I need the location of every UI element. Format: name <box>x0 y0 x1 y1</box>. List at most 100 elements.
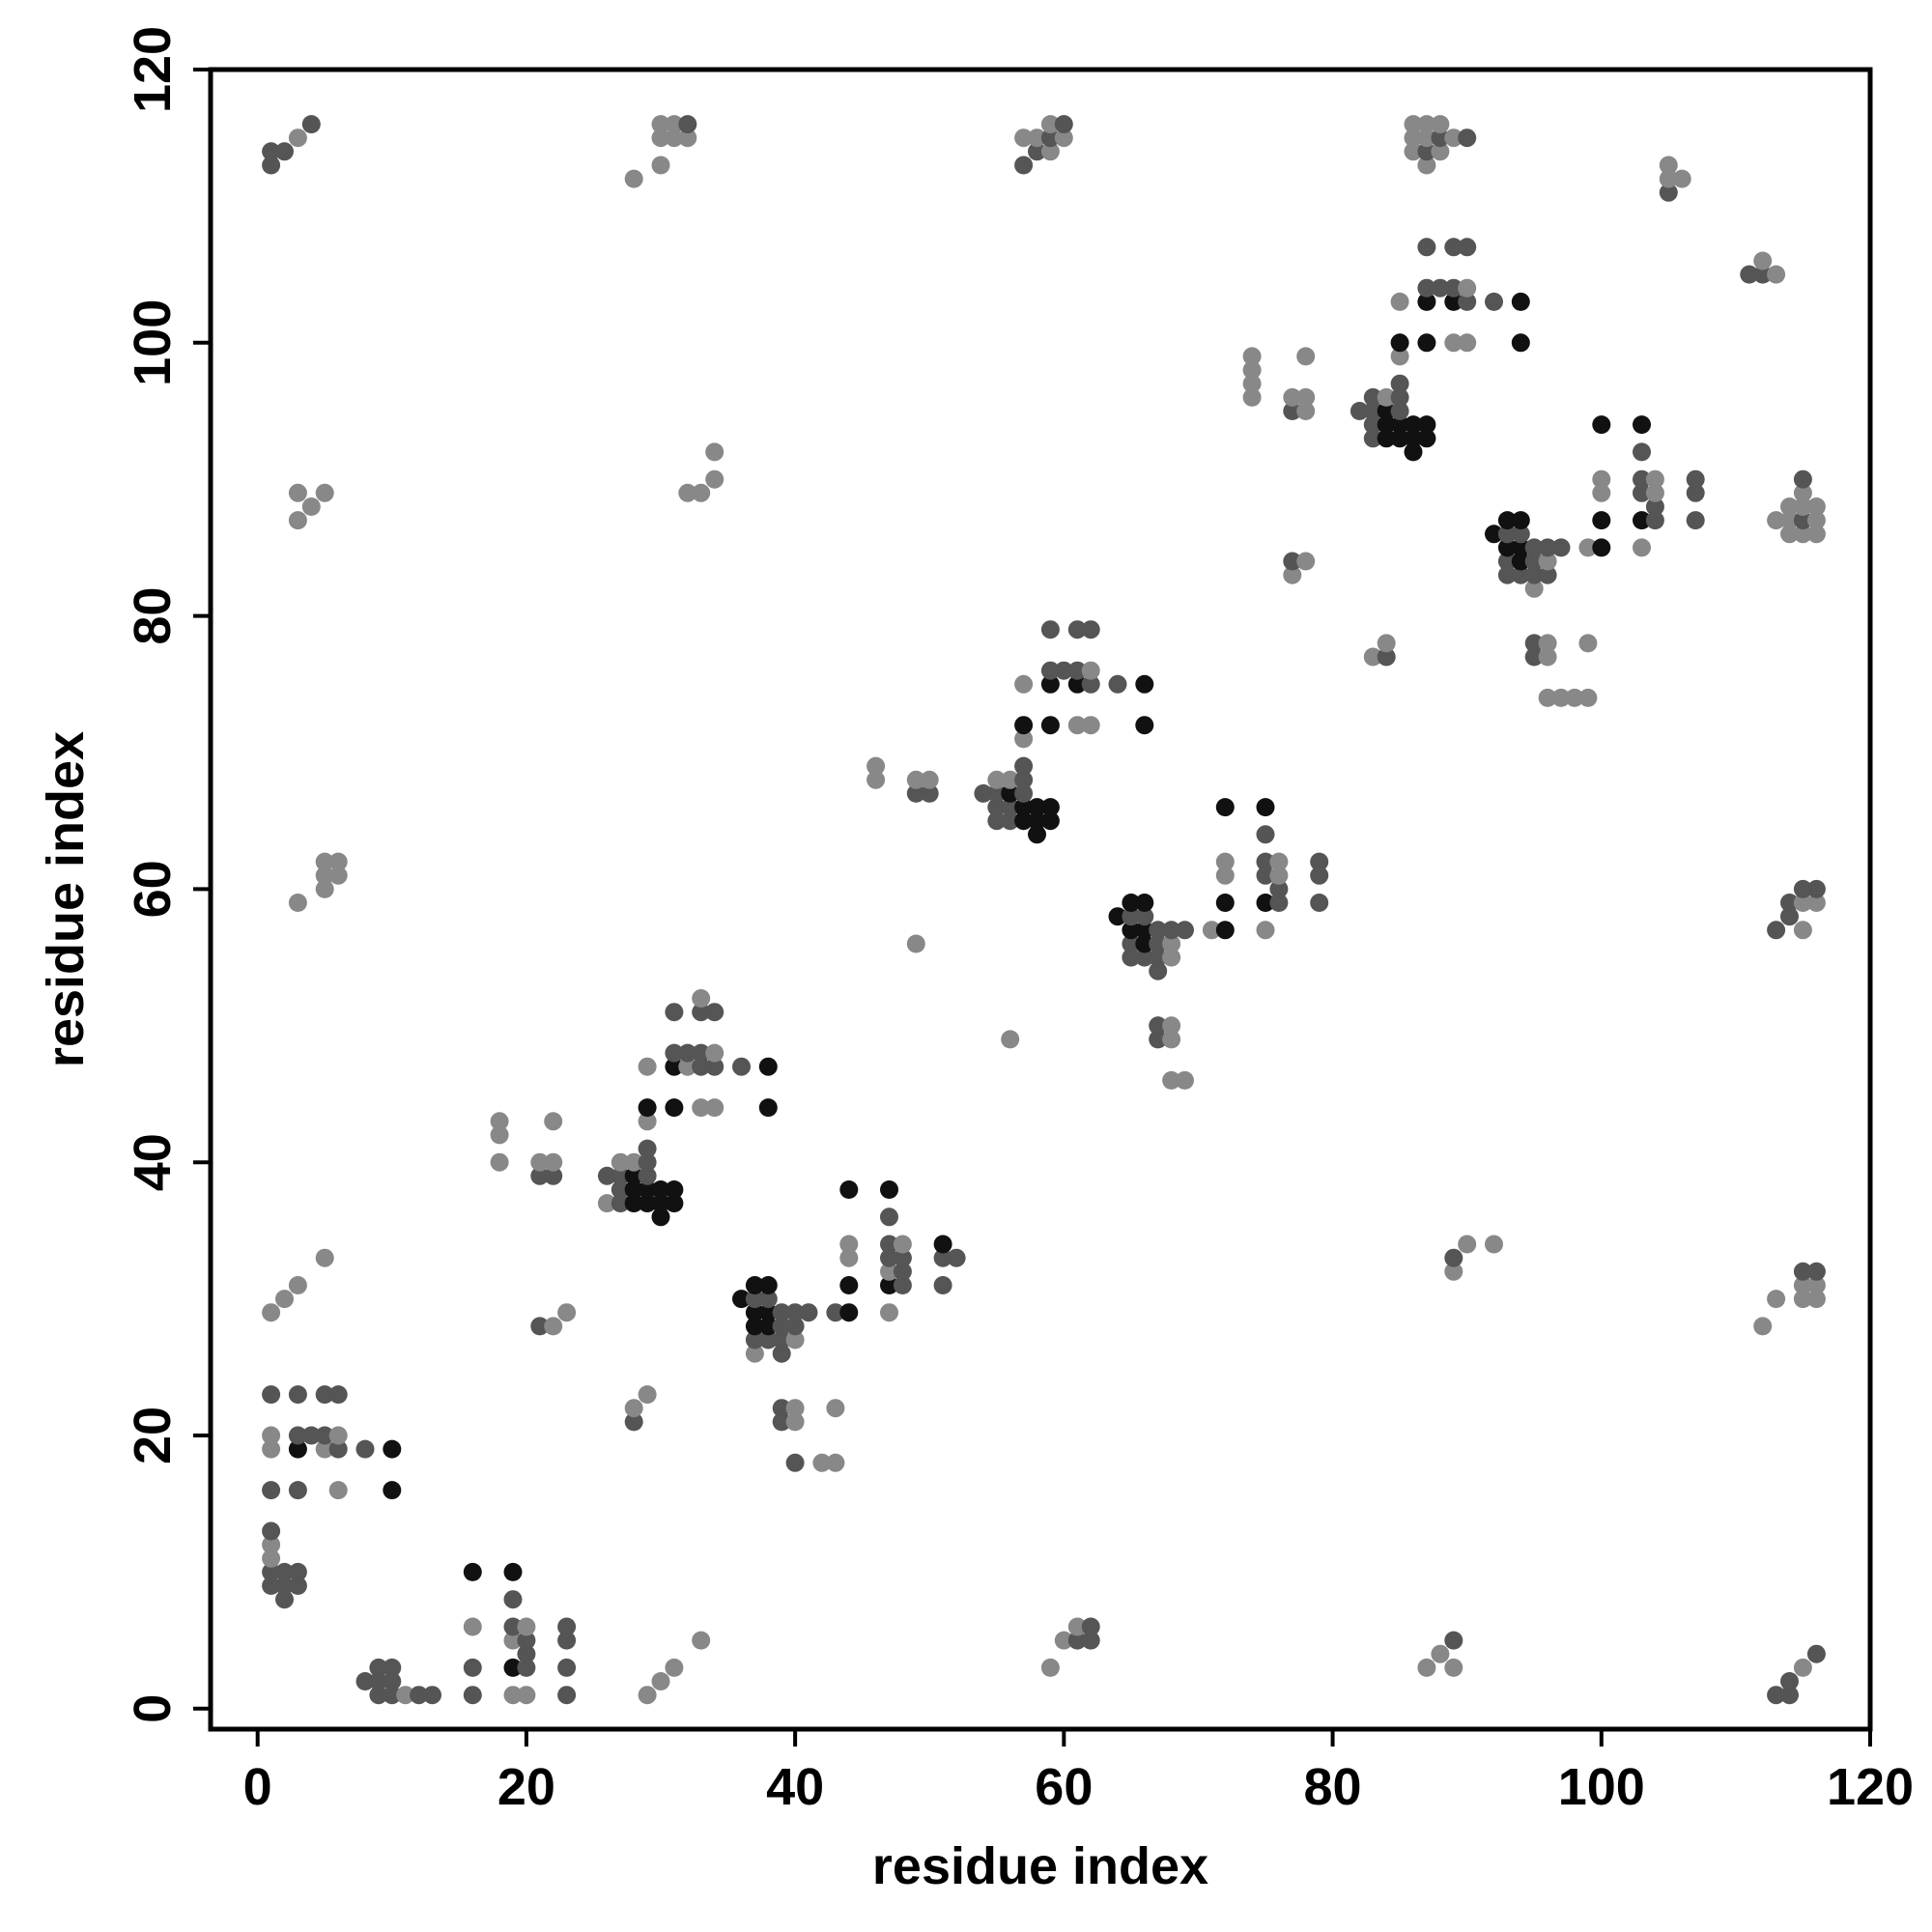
data-point <box>1806 525 1826 544</box>
data-point <box>1417 429 1436 448</box>
data-point <box>1067 661 1087 680</box>
data-point <box>678 128 697 148</box>
data-point <box>665 1194 684 1213</box>
data-point <box>1793 1658 1812 1677</box>
data-point <box>1444 128 1463 148</box>
data-point <box>517 1658 536 1677</box>
data-point <box>275 1562 294 1581</box>
data-point <box>1256 894 1275 912</box>
data-point <box>933 1248 952 1267</box>
data-point <box>1793 497 1812 516</box>
data-point <box>1767 1290 1786 1309</box>
data-point <box>1176 921 1194 940</box>
data-point <box>1040 811 1060 831</box>
data-point <box>597 1194 616 1213</box>
data-point <box>880 1248 898 1267</box>
data-point <box>1767 265 1786 284</box>
data-point <box>557 1658 577 1677</box>
data-point <box>557 1631 577 1650</box>
data-point <box>1390 333 1409 353</box>
data-point <box>678 1057 697 1076</box>
data-point <box>678 483 697 502</box>
data-point <box>893 1248 912 1267</box>
data-point <box>1417 1658 1436 1677</box>
data-point <box>638 1194 657 1213</box>
data-point <box>1767 511 1786 530</box>
data-point <box>1686 511 1705 530</box>
data-point <box>544 1317 563 1336</box>
data-point <box>288 1577 307 1595</box>
data-point <box>1511 525 1530 544</box>
data-point <box>301 115 321 134</box>
data-point <box>1458 238 1477 257</box>
data-point <box>1363 387 1382 407</box>
data-point <box>1793 894 1812 912</box>
data-point <box>638 1385 657 1405</box>
data-point <box>463 1562 482 1581</box>
data-point <box>490 1112 509 1131</box>
data-point <box>1551 538 1571 557</box>
data-point <box>262 1577 281 1595</box>
data-point <box>1511 565 1530 584</box>
data-point <box>1404 415 1423 435</box>
data-point <box>1135 716 1154 735</box>
data-point <box>1081 661 1100 680</box>
data-point <box>1417 142 1436 161</box>
data-point <box>1524 565 1544 584</box>
data-point <box>772 1317 791 1336</box>
data-point <box>1269 852 1289 871</box>
data-point <box>1028 128 1046 148</box>
data-point <box>1363 429 1382 448</box>
data-point <box>517 1617 536 1636</box>
data-point <box>1793 879 1812 898</box>
data-point <box>1444 333 1463 353</box>
data-point <box>624 1180 643 1199</box>
data-point <box>785 1330 805 1350</box>
data-point <box>1242 347 1262 366</box>
data-point <box>651 128 670 148</box>
data-point <box>1054 115 1073 134</box>
data-point <box>1417 292 1436 311</box>
data-point <box>1014 798 1034 817</box>
data-point <box>1054 128 1073 148</box>
data-point <box>503 1686 523 1705</box>
data-point <box>315 483 334 502</box>
data-point <box>275 1590 294 1609</box>
data-point <box>1081 620 1100 639</box>
data-point <box>1497 511 1517 530</box>
y-tick-label: 100 <box>124 299 182 386</box>
data-point <box>1633 511 1651 530</box>
data-point <box>893 1262 912 1281</box>
data-point <box>262 1562 281 1581</box>
data-point <box>611 1152 630 1172</box>
data-point <box>1806 497 1826 516</box>
data-point <box>1390 415 1409 435</box>
y-tick-label: 120 <box>124 26 182 113</box>
data-point <box>1162 1016 1181 1036</box>
data-point <box>1497 565 1517 584</box>
data-point <box>785 1303 805 1322</box>
data-point <box>1256 866 1275 885</box>
data-point <box>1511 552 1530 571</box>
data-point <box>1256 825 1275 844</box>
data-point <box>638 1112 657 1131</box>
data-point <box>665 1043 684 1063</box>
data-point <box>758 1317 778 1336</box>
data-point <box>1296 402 1316 420</box>
data-point <box>1444 278 1463 298</box>
data-point <box>1014 156 1034 175</box>
data-point <box>517 1631 536 1650</box>
data-point <box>665 1003 684 1022</box>
y-axis: 0 20 40 60 80 100 120 <box>124 26 211 1723</box>
y-tick-label: 0 <box>124 1694 182 1723</box>
data-point <box>745 1290 764 1309</box>
data-point <box>275 142 294 161</box>
data-point <box>530 1152 550 1172</box>
data-point <box>423 1686 441 1705</box>
data-point <box>1040 1658 1060 1677</box>
data-point <box>1054 1631 1073 1650</box>
data-point <box>624 1152 643 1172</box>
data-point <box>1417 115 1436 134</box>
data-point <box>1659 156 1678 175</box>
